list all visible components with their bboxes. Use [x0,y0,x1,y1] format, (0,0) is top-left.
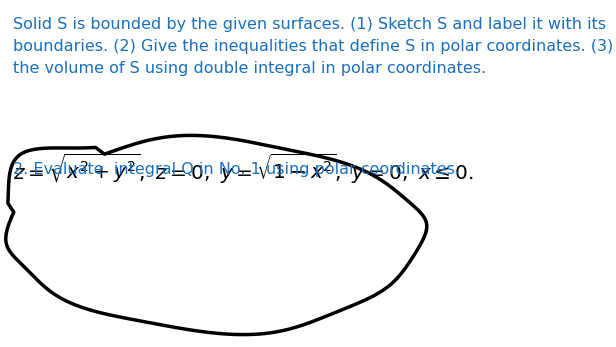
Text: 2. Evaluate  integral Q in No. 1 using polar coordinates.: 2. Evaluate integral Q in No. 1 using po… [13,162,460,177]
Text: Solid S is bounded by the given surfaces. (1) Sketch S and label it with its
bou: Solid S is bounded by the given surfaces… [13,17,616,76]
Text: $z = \sqrt{x^2 + y^2},\ z = 0,\ y = \sqrt{1 - x^2},\ y = 0,\ x \leq 0.$: $z = \sqrt{x^2 + y^2},\ z = 0,\ y = \sqr… [13,152,474,186]
